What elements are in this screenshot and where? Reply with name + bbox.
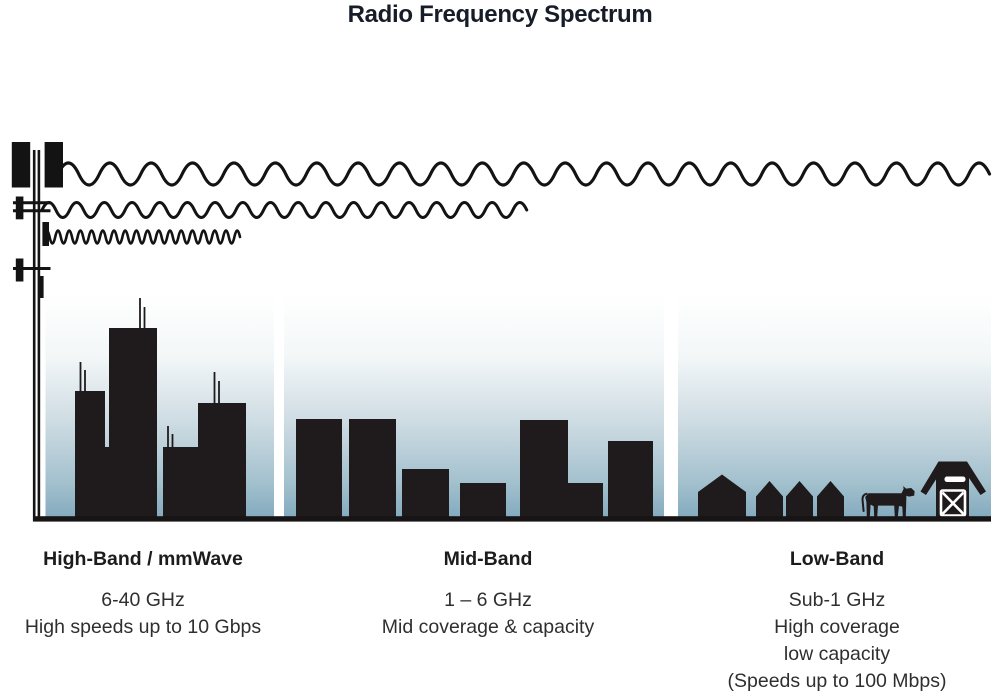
band-detail: High coverage (774, 616, 900, 638)
band-detail: (Speeds up to 100 Mbps) (727, 670, 947, 692)
barn-roof (920, 461, 986, 495)
band-detail: 6-40 GHz (101, 589, 185, 611)
low-frequency-wave-icon (56, 161, 992, 187)
cow-tail (861, 492, 868, 512)
mid-band-town-skyline-icon (296, 419, 653, 517)
house-icon (756, 481, 783, 517)
antenna-box-upper (15, 196, 24, 220)
barn-icon (920, 461, 986, 517)
barn-hayloft-vent (944, 476, 966, 482)
house-icon (817, 481, 844, 517)
high-band-city-skyline-icon (75, 298, 246, 517)
cell-tower-icon (11, 142, 63, 521)
page-title: Radio Frequency Spectrum (347, 1, 653, 28)
cow-icon (861, 486, 915, 517)
mid-band-label: Mid-Band 1 – 6 GHz Mid coverage & capaci… (357, 548, 619, 641)
pole-stub (38, 276, 44, 298)
band-heading: Low-Band (789, 548, 885, 570)
low-band-rural-scene (698, 461, 986, 517)
band-detail: low capacity (783, 643, 891, 665)
barn-door (939, 489, 967, 517)
ground-line (33, 516, 991, 522)
rooftop-antennas (79, 298, 220, 448)
spectrum-illustration (11, 142, 992, 522)
high-frequency-wave-icon (42, 229, 242, 245)
band-detail: High speeds up to 10 Gbps (24, 616, 262, 638)
antenna-box-lower (15, 258, 24, 282)
band-heading: High-Band / mmWave (43, 548, 243, 570)
mid-frequency-wave-icon (40, 201, 529, 219)
house-icon (786, 481, 813, 517)
band-detail: Sub-1 GHz (788, 589, 886, 611)
band-detail: Mid coverage & capacity (381, 616, 595, 638)
band-heading: Mid-Band (443, 548, 533, 570)
house-icon (698, 474, 746, 517)
band-detail: 1 – 6 GHz (444, 589, 532, 611)
high-band-label: High-Band / mmWave 6-40 GHz High speeds … (12, 548, 274, 641)
mid-band-sky (284, 294, 664, 517)
radio-waves (40, 161, 992, 245)
antenna-panel-right (44, 142, 63, 188)
antenna-panel-left (11, 142, 31, 188)
low-band-label: Low-Band Sub-1 GHz High coverage low cap… (706, 548, 968, 695)
